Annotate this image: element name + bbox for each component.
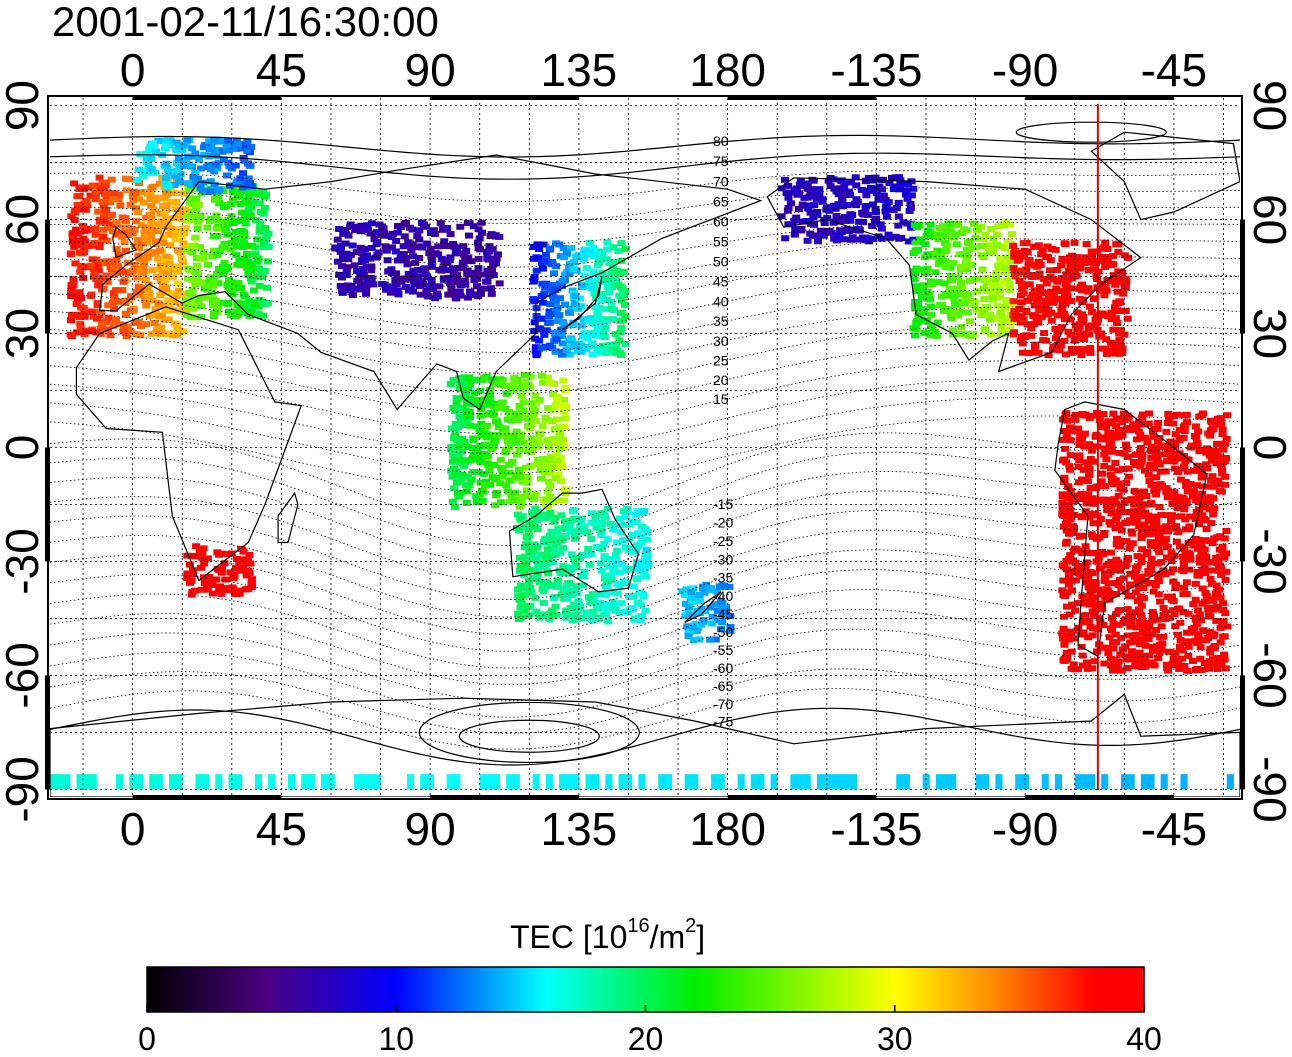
contour-label: -15 — [713, 496, 733, 512]
x-tick-label-top: 90 — [405, 44, 456, 96]
x-tick-label-top: 0 — [120, 44, 146, 96]
y-tick-label-left: -30 — [0, 528, 48, 594]
x-tick-label-top: -45 — [1141, 44, 1207, 96]
x-tick-label-bottom: -90 — [992, 803, 1058, 855]
contour-label: -65 — [713, 678, 733, 694]
coastline-new-zealand — [684, 591, 722, 623]
contour-label: -45 — [713, 606, 733, 622]
contour-label: -20 — [713, 514, 733, 530]
colorbar-tick-label: 20 — [628, 1021, 664, 1057]
y-tick-label-right: 60 — [1244, 194, 1292, 245]
x-tick-label-bottom: 45 — [256, 803, 307, 855]
contour-label: 40 — [713, 293, 729, 309]
coastlines — [50, 131, 1240, 797]
tec-data-layer — [50, 136, 1234, 790]
x-tick-label-bottom: -135 — [830, 803, 922, 855]
coastline-greenland — [1090, 131, 1240, 221]
contour-label: 70 — [713, 173, 729, 189]
coastline-antarctica — [50, 693, 1240, 797]
x-axis-top-labels: 0 45 90 135 180 -135 -90 -45 — [120, 44, 1207, 96]
tec-region-western-europe — [66, 174, 191, 340]
tec-region-china-japan — [529, 239, 630, 359]
tec-region-south-america — [1058, 409, 1232, 674]
y-tick-label-left: 60 — [0, 194, 48, 245]
y-tick-label-right: 0 — [1244, 435, 1292, 461]
colorbar-label: TEC [1016/m2] — [510, 915, 705, 955]
x-tick-label-top: -90 — [992, 44, 1058, 96]
colorbar-tick-label: 40 — [1126, 1021, 1162, 1057]
colorbar-ticks: 0 10 20 30 40 — [138, 1005, 1162, 1057]
y-tick-label-left: 30 — [0, 308, 48, 359]
y-tick-label-left: 0 — [0, 435, 48, 461]
y-tick-label-right: -60 — [1244, 642, 1292, 708]
contour-label: 50 — [713, 254, 729, 270]
coastline-africa — [75, 306, 303, 582]
x-axis-bottom-labels: 0 45 90 135 180 -135 -90 -45 — [120, 803, 1207, 855]
colorbar-tick-label: 0 — [138, 1021, 156, 1057]
contour-label: -25 — [713, 533, 733, 549]
x-tick-label-bottom: 135 — [541, 803, 618, 855]
contour-label: 30 — [713, 333, 729, 349]
contour-label: -40 — [713, 588, 733, 604]
contour-label: 25 — [713, 352, 729, 368]
coastline-south-america — [1054, 401, 1208, 658]
coastline-uk — [112, 226, 137, 259]
colorbar: TEC [1016/m2] 0 10 20 30 40 — [138, 915, 1162, 1057]
y-tick-label-right: 30 — [1244, 308, 1292, 359]
colorbar-gradient — [146, 966, 1145, 1013]
contour-label: -30 — [713, 551, 733, 567]
y-axis-right-labels: 90 60 30 0 -30 -60 -90 — [1244, 80, 1292, 823]
x-tick-label-bottom: 0 — [120, 803, 146, 855]
contour-label: 55 — [713, 234, 729, 250]
y-tick-label-right: 90 — [1244, 80, 1292, 131]
coastline-europe-asia — [98, 154, 763, 411]
y-tick-label-left: -60 — [0, 642, 48, 708]
contour-label: 60 — [713, 214, 729, 230]
y-tick-label-right: -30 — [1244, 528, 1292, 594]
y-tick-label-left: 90 — [0, 80, 48, 131]
contour-label: -75 — [713, 714, 733, 730]
contour-label: -35 — [713, 570, 733, 586]
contour-label: 75 — [713, 153, 729, 169]
x-tick-label-bottom: 180 — [689, 803, 766, 855]
tec-region-antarctic-margin — [50, 774, 1234, 790]
x-tick-label-top: -135 — [830, 44, 922, 96]
coastline-north-america — [766, 177, 1142, 373]
x-tick-label-top: 180 — [689, 44, 766, 96]
y-tick-label-left: -90 — [0, 756, 48, 822]
tec-region-northern-scandinavia — [133, 136, 256, 196]
coastline-japan — [562, 276, 603, 331]
x-tick-label-bottom: 90 — [405, 803, 456, 855]
tec-region-new-zealand — [678, 581, 735, 644]
x-tick-label-bottom: -45 — [1141, 803, 1207, 855]
contour-label: 20 — [713, 372, 729, 388]
map-title: 2001-02-11/16:30:00 — [52, 0, 439, 45]
colorbar-tick-label: 10 — [378, 1021, 414, 1057]
contour-label: -60 — [713, 660, 733, 676]
y-tick-label-right: -90 — [1244, 756, 1292, 822]
contour-label: 45 — [713, 274, 729, 290]
contour-labels: 80 75 70 65 60 55 50 45 40 35 30 25 20 15 -15 -20 -25 -30… — [713, 133, 733, 730]
frame-tick-bars — [45, 95, 1245, 800]
tec-region-south-africa — [183, 543, 257, 598]
coastline-australia — [508, 488, 640, 593]
contour-label: -55 — [713, 642, 733, 658]
contour-label: -50 — [713, 624, 733, 640]
x-tick-label-top: 45 — [256, 44, 307, 96]
contour-lines — [50, 121, 1240, 766]
contour-label: 15 — [713, 391, 729, 407]
contour-label: 65 — [713, 194, 729, 210]
coastline-madagascar — [277, 491, 299, 544]
tec-region-western-north-america — [909, 219, 1017, 340]
colorbar-tick-label: 30 — [877, 1021, 913, 1057]
x-tick-label-top: 135 — [541, 44, 618, 96]
y-axis-left-labels: 90 60 30 0 -30 -60 -90 — [0, 80, 48, 823]
contour-label: 35 — [713, 313, 729, 329]
contour-label: -70 — [713, 696, 733, 712]
contour-label: 80 — [713, 133, 729, 149]
